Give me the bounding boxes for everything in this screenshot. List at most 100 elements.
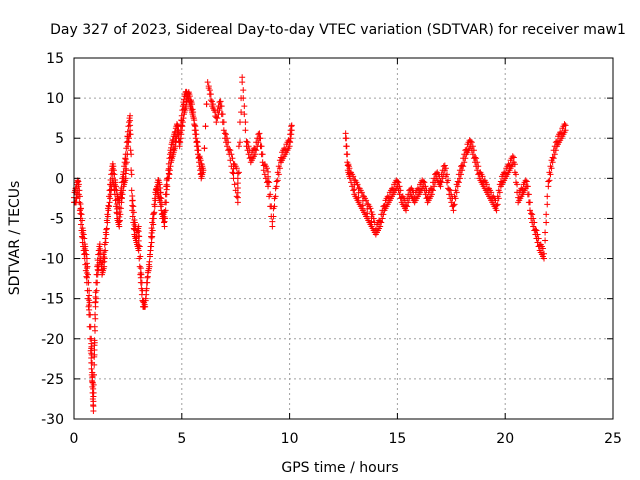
data-point [83, 251, 90, 258]
data-point [218, 103, 225, 110]
data-point [119, 191, 126, 198]
data-point [460, 163, 467, 170]
data-point [534, 231, 541, 238]
data-point [548, 165, 555, 172]
data-point [378, 219, 385, 226]
data-point [90, 381, 97, 388]
data-point [550, 155, 557, 162]
data-point [189, 106, 196, 113]
data-point [253, 147, 260, 154]
data-point [213, 114, 220, 121]
data-point [128, 151, 135, 158]
data-point [138, 271, 145, 278]
data-point [77, 201, 84, 208]
data-point [458, 171, 465, 178]
data-point [244, 139, 251, 146]
data-point [216, 107, 223, 114]
data-point [122, 155, 129, 162]
data-point [217, 98, 224, 105]
y-tick-label: 5 [55, 131, 64, 147]
data-point [405, 199, 412, 206]
data-point [473, 155, 480, 162]
data-point [176, 138, 183, 145]
data-point [102, 235, 109, 242]
data-point [525, 191, 532, 198]
data-point [129, 197, 136, 204]
data-point [225, 139, 232, 146]
data-point [493, 202, 500, 209]
data-point [438, 179, 445, 186]
data-point [90, 385, 97, 392]
data-point [544, 201, 551, 208]
data-point [207, 97, 214, 104]
data-point [255, 139, 262, 146]
data-point [136, 243, 143, 250]
data-point [273, 178, 280, 185]
data-point [113, 183, 120, 190]
data-point [269, 218, 276, 225]
data-point [469, 143, 476, 150]
data-point [204, 79, 211, 86]
data-point [479, 173, 486, 180]
data-point [193, 138, 200, 145]
data-point [117, 211, 124, 218]
data-points [71, 74, 569, 414]
data-point [431, 183, 438, 190]
data-point [448, 191, 455, 198]
data-point [266, 179, 273, 186]
x-tick-label: 5 [177, 431, 186, 447]
data-point [102, 247, 109, 254]
data-point [543, 219, 550, 226]
data-point [255, 131, 262, 138]
data-point [488, 189, 495, 196]
data-point [88, 365, 95, 372]
data-point [93, 295, 100, 302]
data-point [524, 183, 531, 190]
data-point [237, 119, 244, 126]
data-point [200, 167, 207, 174]
y-tick-label: -15 [41, 292, 64, 308]
data-point [112, 179, 119, 186]
data-point [88, 335, 95, 342]
data-point [128, 187, 135, 194]
data-point [191, 122, 198, 129]
data-point [514, 181, 521, 188]
data-point [350, 173, 357, 180]
data-point [403, 202, 410, 209]
data-point [446, 186, 453, 193]
data-point [110, 163, 117, 170]
data-point [233, 165, 240, 172]
data-point [130, 209, 137, 216]
data-point [130, 203, 137, 210]
data-point [128, 167, 135, 174]
data-point [451, 201, 458, 208]
data-point [539, 245, 546, 252]
data-point [492, 197, 499, 204]
data-point [475, 163, 482, 170]
data-point [474, 159, 481, 166]
data-point [75, 178, 82, 185]
data-point [149, 233, 156, 240]
y-tick-label: 0 [55, 171, 64, 187]
data-point [164, 183, 171, 190]
data-point [219, 111, 226, 118]
y-axis-label: SDTVAR / TECUs [7, 181, 23, 296]
data-point [156, 181, 163, 188]
data-point [350, 187, 357, 194]
data-point [197, 157, 204, 164]
data-point [127, 112, 134, 119]
data-point [151, 209, 158, 216]
data-point [261, 171, 268, 178]
data-point [549, 154, 556, 161]
data-point [542, 237, 549, 244]
data-point [346, 165, 353, 172]
data-point [469, 151, 476, 158]
data-point [111, 171, 118, 178]
data-point [422, 183, 429, 190]
data-point [224, 135, 231, 142]
data-point [238, 109, 245, 116]
data-point [193, 131, 200, 138]
data-point [125, 135, 132, 142]
data-point [82, 243, 89, 250]
data-point [78, 205, 85, 212]
